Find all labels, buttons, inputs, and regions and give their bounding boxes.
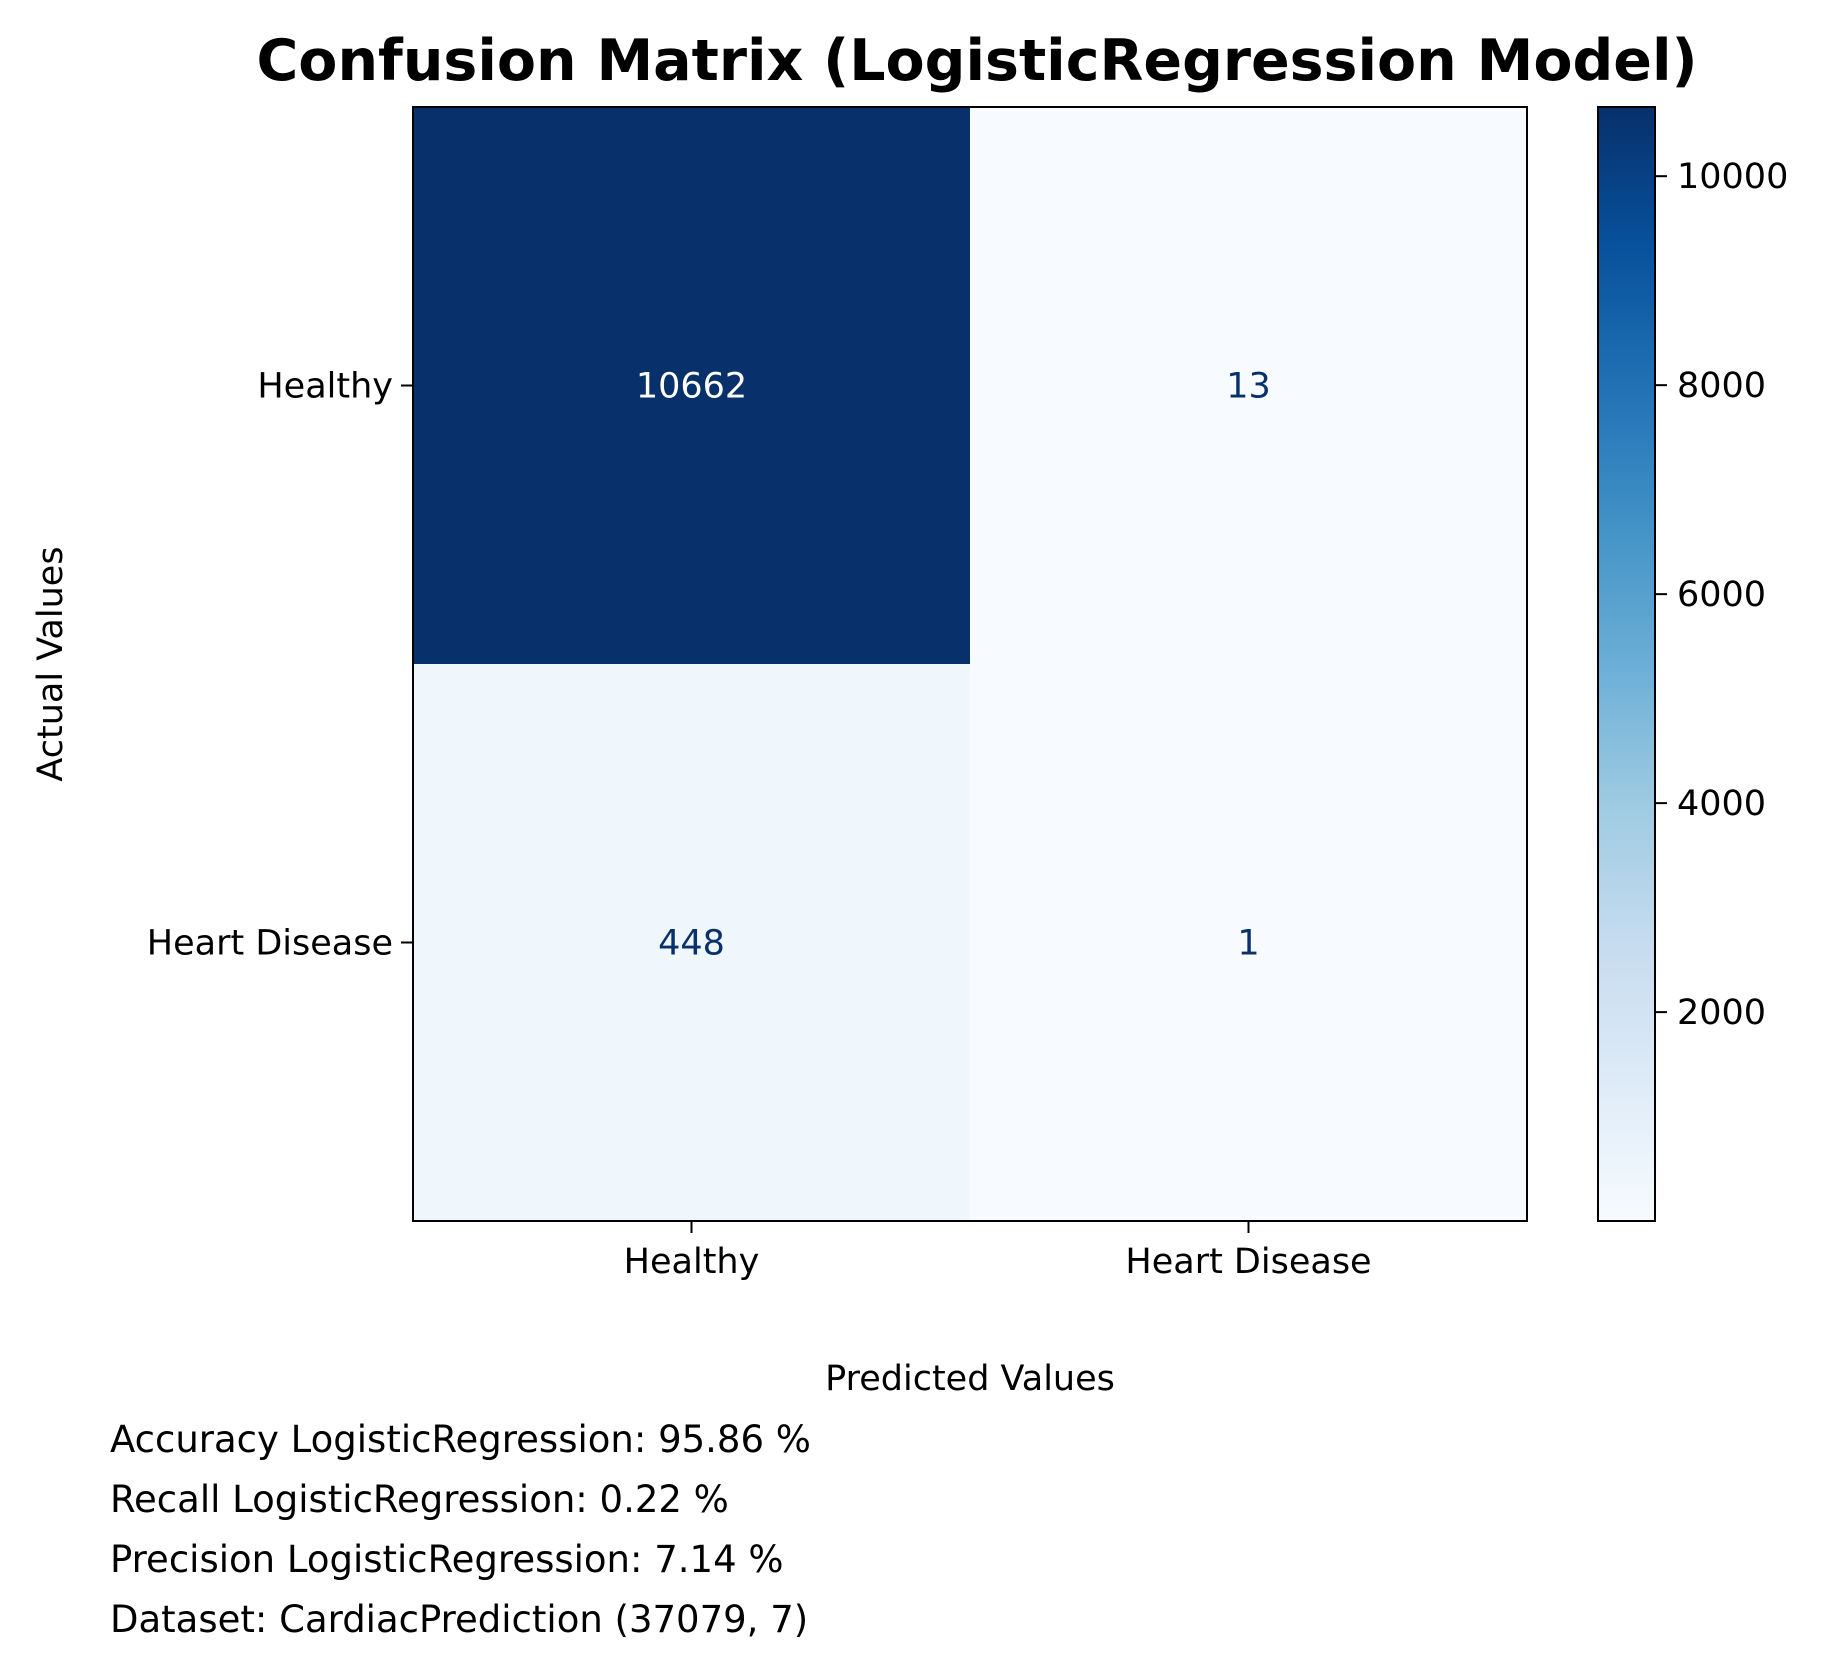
heatmap-cell <box>970 107 1528 665</box>
recall-text: Recall LogisticRegression: 0.22 % <box>110 1478 729 1521</box>
cell-value-label: 1 <box>1237 924 1259 964</box>
x-tick-label: Healthy <box>624 1242 760 1282</box>
y-tick-label: Healthy <box>257 367 393 407</box>
accuracy-text: Accuracy LogisticRegression: 95.86 % <box>110 1418 811 1461</box>
colorbar-tick-label: 6000 <box>1677 575 1766 615</box>
colorbar-tick-label: 10000 <box>1677 157 1788 197</box>
heatmap-cell <box>413 107 971 665</box>
cell-value-label: 10662 <box>636 367 747 407</box>
x-axis-label: Predicted Values <box>825 1359 1115 1399</box>
dataset-text: Dataset: CardiacPrediction (37079, 7) <box>110 1598 809 1641</box>
colorbar-tick-label: 8000 <box>1677 366 1766 406</box>
chart-title: Confusion Matrix (LogisticRegression Mod… <box>256 28 1697 94</box>
x-tick-label: Heart Disease <box>1125 1242 1371 1282</box>
colorbar-tick-label: 2000 <box>1677 993 1766 1033</box>
precision-text: Precision LogisticRegression: 7.14 % <box>110 1538 784 1581</box>
plot-frame <box>412 106 1528 1222</box>
colorbar <box>1597 106 1656 1222</box>
cell-value-label: 13 <box>1226 367 1271 407</box>
metrics-block: Accuracy LogisticRegression: 95.86 % Rec… <box>110 1410 811 1650</box>
heatmap-cell <box>970 664 1528 1222</box>
y-axis-label: Actual Values <box>31 546 71 781</box>
cell-value-label: 448 <box>658 924 725 964</box>
colorbar-tick-label: 4000 <box>1677 784 1766 824</box>
y-tick-label: Heart Disease <box>147 924 393 964</box>
heatmap-cell <box>413 664 971 1222</box>
